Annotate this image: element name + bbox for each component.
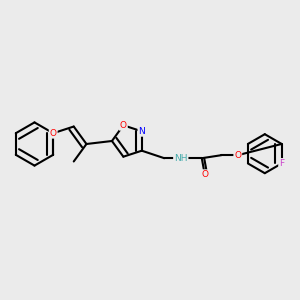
Text: O: O bbox=[50, 129, 57, 138]
Text: O: O bbox=[120, 121, 127, 130]
Text: O: O bbox=[234, 151, 241, 160]
Text: O: O bbox=[201, 170, 208, 179]
Text: F: F bbox=[279, 159, 284, 168]
Text: N: N bbox=[138, 127, 145, 136]
Text: NH: NH bbox=[174, 154, 188, 163]
